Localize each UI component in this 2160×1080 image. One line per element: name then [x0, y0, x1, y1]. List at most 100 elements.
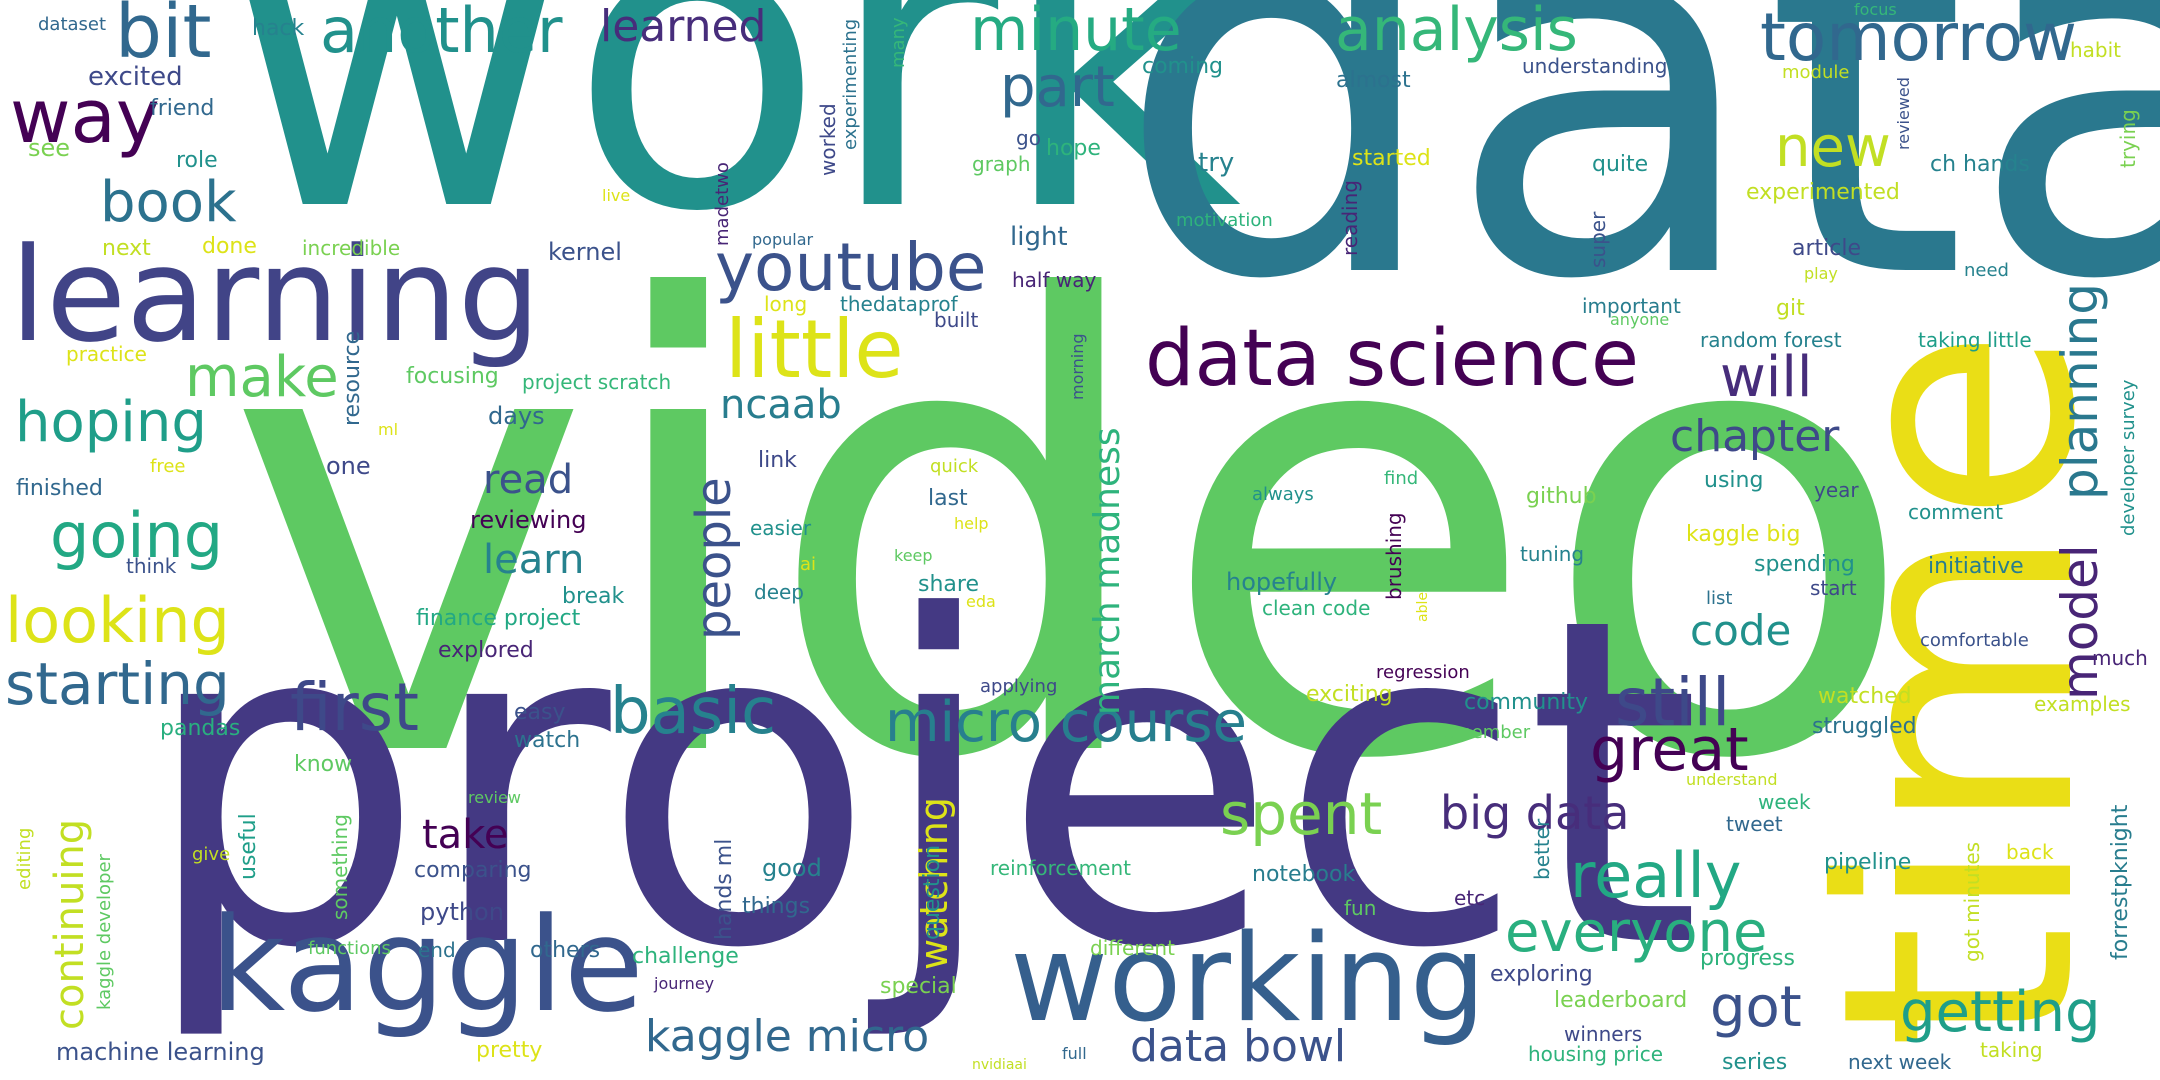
word-basic: basic — [610, 675, 777, 749]
word-able: able — [1415, 592, 1431, 622]
word-model: model — [2051, 544, 2109, 700]
word-hoping: hoping — [15, 390, 207, 455]
word-resource: resource — [340, 330, 365, 426]
word-learn: learn — [483, 537, 585, 583]
word-reading: reading — [1338, 180, 1362, 256]
word-trying: trying — [2116, 109, 2140, 168]
word-comparing: comparing — [414, 858, 532, 883]
word-work: work — [225, 0, 1242, 304]
word-role: role — [176, 148, 218, 173]
word-need: need — [1964, 260, 2009, 281]
word-remember: remember — [1436, 722, 1531, 743]
word-easier: easier — [750, 516, 812, 540]
word-friend: friend — [150, 96, 215, 121]
word-built: built — [934, 308, 979, 332]
word-go: go — [1016, 126, 1041, 150]
word-series: series — [1722, 1050, 1788, 1075]
word-started: started — [1352, 146, 1431, 171]
word-spent: spent — [1220, 780, 1383, 848]
word-watched: watched — [1818, 684, 1912, 709]
word-dataset: dataset — [38, 14, 107, 35]
word-full: full — [1062, 1044, 1087, 1063]
word-going: going — [50, 499, 224, 572]
word-pandas: pandas — [160, 716, 241, 741]
word-special: special — [880, 974, 957, 999]
word-housing-price: housing price — [1528, 1042, 1664, 1066]
word-link: link — [758, 448, 797, 473]
word-super: super — [1586, 211, 1610, 268]
word-ch-hands: ch hands — [1930, 152, 2030, 177]
word-almost: almost — [1336, 68, 1411, 93]
word-ncaab: ncaab — [720, 382, 842, 428]
word-keep: keep — [894, 546, 933, 565]
word-give: give — [192, 844, 231, 865]
word-things: things — [742, 894, 811, 919]
word-ai: ai — [800, 554, 817, 575]
word-thedataprof: thedataprof — [840, 292, 958, 316]
word-git: git — [1776, 296, 1805, 321]
word-part: part — [1000, 55, 1115, 120]
word-exciting: exciting — [1306, 682, 1393, 707]
word-week: week — [1758, 790, 1811, 814]
word-reviewing: reviewing — [470, 506, 587, 534]
word-focus: focus — [1854, 0, 1897, 19]
word-brushing: brushing — [1382, 512, 1406, 600]
word-good: good — [762, 854, 822, 882]
word-much: much — [2092, 646, 2148, 670]
word-everyone: everyone — [1505, 900, 1768, 965]
word-data-bowl: data bowl — [1130, 1021, 1347, 1072]
word-half-way: half way — [1012, 268, 1097, 292]
word-morning: morning — [1068, 333, 1087, 400]
word-quick: quick — [930, 456, 979, 477]
word-list: list — [1706, 588, 1733, 609]
word-getting: getting — [1900, 980, 2101, 1045]
word-looking: looking — [5, 584, 230, 657]
word-data-science: data science — [1145, 314, 1639, 404]
word-examples: examples — [2034, 692, 2131, 716]
word-back: back — [2006, 840, 2054, 864]
word-popular: popular — [752, 230, 814, 249]
word-project-scratch: project scratch — [522, 370, 672, 394]
word-finance-project: finance project — [416, 606, 581, 631]
word-play: play — [1804, 264, 1838, 283]
word-watch: watch — [514, 728, 581, 753]
word-hack: hack — [252, 16, 305, 41]
word-reviewed: reviewed — [1894, 77, 1913, 150]
word-module: module — [1782, 62, 1850, 83]
word-project: project — [140, 523, 1702, 1047]
word-spending: spending — [1754, 552, 1855, 577]
word-kaggle-big: kaggle big — [1686, 522, 1801, 547]
word-review: review — [468, 788, 521, 807]
word-initiative: initiative — [1928, 554, 2024, 579]
word-tomorrow: tomorrow — [1760, 0, 2077, 76]
word-taking: taking — [1980, 1038, 2043, 1062]
word-something: something — [328, 814, 352, 920]
word-random-forest: random forest — [1700, 328, 1842, 352]
word-community: community — [1464, 690, 1589, 715]
word-nvidiaai: nvidiaai — [972, 1057, 1027, 1073]
word-functions: functions — [308, 938, 391, 959]
word-progress: progress — [1700, 946, 1795, 971]
word-kaggle-micro: kaggle micro — [645, 1011, 930, 1062]
word-editing: editing — [14, 827, 35, 890]
word-another: another — [320, 0, 563, 67]
word-taking-little: taking little — [1918, 328, 2032, 352]
word-notebook: notebook — [1252, 862, 1356, 887]
word-experimenting: experimenting — [840, 18, 861, 150]
word-journey: journey — [654, 974, 715, 993]
word-explored: explored — [438, 638, 534, 663]
word-share: share — [918, 572, 979, 597]
word-people: people — [686, 477, 742, 640]
word-challenge: challenge — [632, 944, 739, 969]
word-know: know — [294, 752, 353, 777]
word-easy: easy — [514, 700, 566, 725]
word-winners: winners — [1564, 1022, 1643, 1046]
word-python: python — [420, 898, 504, 926]
word-youtube: youtube — [715, 229, 987, 306]
word-anyone: anyone — [1610, 310, 1670, 329]
word-end: end — [418, 938, 456, 962]
word-finished: finished — [16, 476, 103, 501]
word-data: data — [1115, 0, 2160, 393]
word-pipeline: pipeline — [1824, 850, 1912, 875]
